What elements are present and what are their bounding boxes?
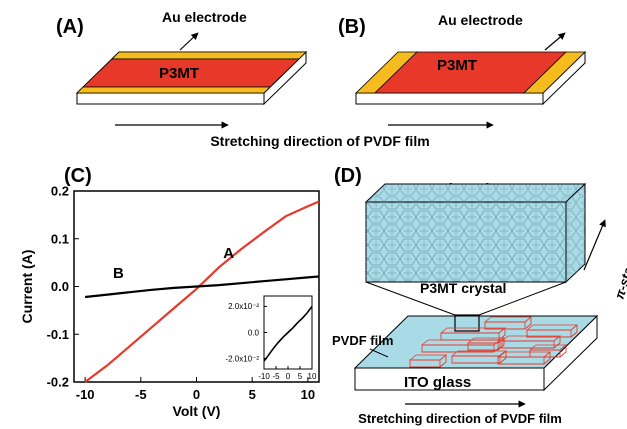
panel-a-film-label: P3MT [159, 65, 199, 82]
nanowire-edge [409, 354, 417, 361]
panel-d-tag: (D) [334, 165, 362, 187]
top-caption: Stretching direction of PVDF film [210, 133, 429, 149]
inset-series-0 [263, 305, 313, 362]
inset-x-tick-label: -5 [272, 372, 280, 381]
panel-b-electrode-arrow [544, 32, 566, 51]
main-y-axis-label: Current (A) [19, 250, 35, 324]
main-x-tick-label: 5 [249, 387, 256, 402]
main-x-tick-label: 0 [193, 387, 200, 402]
panel-a-electrode-back [111, 51, 307, 60]
pi-stacking-label: π-stacking [612, 233, 627, 301]
panel-b-electrode-label: Au electrode [438, 12, 523, 28]
zoom-source-box [454, 314, 480, 332]
crystal-front-pattern [366, 202, 566, 282]
panel-d-caption: Stretching direction of PVDF film [358, 411, 562, 426]
panel-a-substrate-front [76, 92, 265, 105]
panel-b-film-label: P3MT [437, 57, 477, 74]
panel-d: (D) wire axis π-stacking P3MT crystal PV… [332, 165, 627, 426]
pvdf-pointer [369, 348, 389, 358]
ito-label: ITO glass [404, 374, 471, 391]
nanowire-edge [440, 327, 448, 334]
panel-a-electrode-label: Au electrode [162, 9, 247, 25]
inset-x-tick-label: 5 [298, 372, 303, 381]
main-series-a [84, 200, 320, 383]
main-y-tick-label: 0.0 [51, 279, 69, 294]
panel-b: (B) P3MT Au electrode [338, 12, 586, 129]
panel-a-electrode-front [76, 86, 271, 94]
series-b-label: B [113, 265, 124, 282]
panel-c-tag: (C) [64, 165, 92, 187]
nanowire-edge [467, 337, 475, 344]
nanowire-edge [421, 339, 429, 346]
inset-x-tick-label: -10 [258, 372, 270, 381]
main-x-tick-label: 10 [301, 387, 315, 402]
inset-y-tick-label: -2.0x10⁻² [225, 354, 259, 363]
main-y-tick-label: -0.1 [47, 327, 69, 342]
panel-a: (A) P3MT Au electrode [56, 9, 308, 129]
nanowire-edge [484, 316, 492, 323]
nanowire-edge [451, 350, 459, 357]
main-y-tick-label: 0.2 [51, 184, 69, 199]
series-a-label: A [223, 245, 234, 262]
main-y-tick-label: 0.1 [51, 231, 69, 246]
inset-y-tick-label: 2.0x10⁻² [228, 302, 259, 311]
panel-b-electrode-right [523, 51, 586, 94]
nanowire-edge [501, 335, 509, 342]
panel-b-tag: (B) [338, 16, 366, 38]
crystal-side-pattern [566, 184, 585, 282]
main-y-tick-label: -0.2 [47, 375, 69, 390]
iv-inset-chart: -10 -5 0 5 10 -2.0x10⁻² 0.0 2.0x10⁻² [225, 295, 317, 381]
main-x-tick-label: -5 [135, 387, 147, 402]
nanowire-edge [529, 344, 537, 351]
panel-a-electrode-arrow [179, 32, 199, 51]
crystal-top-pattern [366, 184, 585, 202]
main-x-tick-label: -10 [76, 387, 95, 402]
panel-a-tag: (A) [56, 16, 84, 38]
panel-b-substrate-front [355, 92, 544, 105]
crystal-label: P3MT crystal [420, 280, 506, 296]
nanowire-edge [497, 351, 505, 358]
nanowire-edge [526, 324, 534, 331]
main-series-b [84, 275, 320, 299]
zoom-line-left [365, 281, 456, 316]
pvdf-label: PVDF film [332, 333, 393, 348]
nanowires [409, 316, 578, 368]
inset-y-tick-label: 0.0 [248, 328, 260, 337]
pi-stacking-arrow [583, 219, 606, 271]
inset-x-tick-label: 10 [308, 372, 317, 381]
main-x-axis-label: Volt (V) [173, 403, 221, 419]
inset-x-tick-label: 0 [286, 372, 291, 381]
zoom-line-right [478, 281, 567, 316]
